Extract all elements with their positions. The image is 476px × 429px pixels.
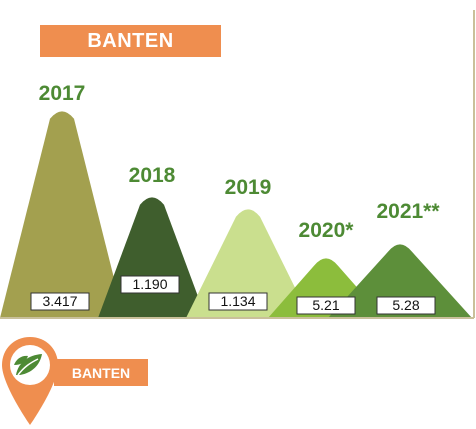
svg-text:1.134: 1.134 bbox=[220, 293, 255, 309]
leaf-pin-icon bbox=[2, 337, 58, 425]
year-label-4: 2021** bbox=[376, 200, 440, 223]
year-label-1: 2018 bbox=[129, 164, 176, 187]
value-label-0: 3.417 bbox=[30, 292, 90, 311]
value-label-3: 5.21 bbox=[296, 296, 356, 315]
value-label-4: 5.28 bbox=[376, 296, 436, 315]
footer-region-label: BANTEN bbox=[54, 359, 148, 386]
peak-4 bbox=[328, 244, 472, 318]
peak-1 bbox=[98, 197, 206, 318]
svg-text:3.417: 3.417 bbox=[42, 293, 77, 309]
value-label-1: 1.190 bbox=[120, 275, 180, 294]
svg-text:1.190: 1.190 bbox=[132, 276, 167, 292]
year-label-3: 2020* bbox=[299, 219, 355, 242]
peak-0 bbox=[0, 111, 124, 319]
svg-text:5.21: 5.21 bbox=[312, 297, 339, 313]
year-label-0: 2017 bbox=[39, 82, 86, 105]
peak-2 bbox=[186, 209, 310, 318]
chart-svg: 2017 2018 2019 2020* 2021** 3.417 1.190 1.134 5.… bbox=[0, 10, 475, 319]
chart-area: 2017 2018 2019 2020* 2021** 3.417 1.190 1.134 5.… bbox=[0, 10, 475, 319]
value-label-2: 1.134 bbox=[208, 292, 268, 311]
svg-text:5.28: 5.28 bbox=[392, 297, 419, 313]
chart-title-banner: BANTEN bbox=[40, 25, 221, 57]
year-label-2: 2019 bbox=[225, 176, 272, 199]
